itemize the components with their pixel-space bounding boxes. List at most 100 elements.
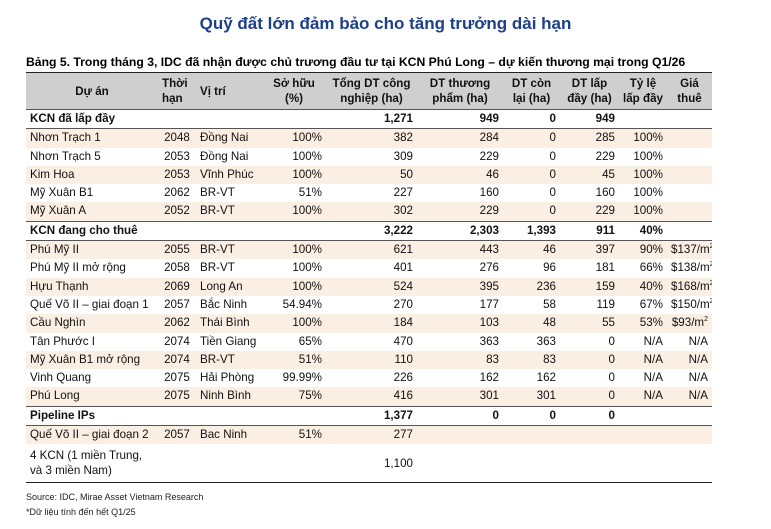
cell-location: Đồng Nai xyxy=(196,128,262,148)
cell-filled: 160 xyxy=(595,186,615,200)
cell-total: 470 xyxy=(393,334,413,348)
cell-own xyxy=(262,444,326,484)
cell-price: N/A xyxy=(667,387,712,407)
table-row: Mỹ Xuân A 2052 BR-VT 100% 302 229 0 229 100% xyxy=(26,202,712,222)
cell-total: 1,100 xyxy=(326,444,417,484)
cell-price: $137/m2 xyxy=(667,240,712,260)
cell-filled: 0 xyxy=(560,387,619,407)
cell-filled: 229 xyxy=(560,202,619,222)
cell-name: Quế Võ II – giai đoạn 1 xyxy=(30,297,149,311)
cell-term: 2057 xyxy=(158,425,196,445)
cell-rate: N/A xyxy=(619,387,667,407)
cell-own: 100% xyxy=(262,240,326,260)
table-row: Cầu Nghìn 2062 Thái Bình 100% 184 103 48 55 53% $… xyxy=(26,314,712,333)
cell-commercial: 284 xyxy=(417,128,503,148)
group-cell xyxy=(158,108,196,130)
cell-term: 2053 xyxy=(164,149,190,163)
unit-superscript: 2 xyxy=(709,261,712,269)
cell-name: Vinh Quang xyxy=(30,371,92,385)
cell-rate xyxy=(619,444,667,484)
group-cell xyxy=(158,220,196,242)
cell-term: 2057 xyxy=(164,297,190,311)
cell-commercial: 177 xyxy=(479,297,499,311)
cell-own: 75% xyxy=(262,387,326,407)
cell-own: 65% xyxy=(298,334,322,348)
group-remaining: 0 xyxy=(503,405,560,427)
footnote: *Dữ liệu tính đến hết Q1/25 xyxy=(26,507,136,517)
cell-location: Đồng Nai xyxy=(200,149,249,163)
table-header-row: Dự án Thời hạn Vị trí Sở hữu (%) Tổng DT côn… xyxy=(26,73,712,110)
cell-filled xyxy=(560,425,619,445)
cell-name: Phú Mỹ II xyxy=(26,240,158,260)
cell-own: 100% xyxy=(262,165,326,185)
cell-term: 2075 xyxy=(164,371,190,385)
cell-remaining: 48 xyxy=(503,314,560,333)
group-cell xyxy=(667,220,712,242)
cell-term: 2074 xyxy=(164,334,190,348)
cell-rate xyxy=(619,425,667,445)
cell-own: 51% xyxy=(262,425,326,445)
group-title: KCN đã lấp đầy xyxy=(26,108,158,130)
cell-commercial xyxy=(417,444,503,484)
table-body: KCN đã lấp đầy 1,271 949 0 949 Nhơn Trạch 1 20… xyxy=(26,108,712,484)
cell-total: 621 xyxy=(326,240,417,260)
cell-name: Mỹ Xuân A xyxy=(26,202,158,222)
cell-name: Kim Hoa xyxy=(26,165,158,185)
cell-filled: 229 xyxy=(595,149,615,163)
cell-commercial: 160 xyxy=(479,186,499,200)
cell-rate: N/A xyxy=(619,350,667,370)
table-row: Hựu Thạnh 2069 Long An 100% 524 395 236 159 40% $… xyxy=(26,277,712,296)
cell-total: 226 xyxy=(393,371,413,385)
source-note: Source: IDC, Mirae Asset Vietnam Researc… xyxy=(26,492,204,502)
cell-total: 382 xyxy=(326,128,417,148)
cell-total: 277 xyxy=(326,425,417,445)
cell-filled: 45 xyxy=(560,165,619,185)
group-rate xyxy=(619,405,667,427)
group-total: 1,377 xyxy=(326,405,417,427)
cell-own: 100% xyxy=(262,314,326,333)
column-header: DT thương phẩm (ha) xyxy=(417,73,503,110)
table-row: Nhơn Trạch 1 2048 Đồng Nai 100% 382 284 0 285 10… xyxy=(26,128,712,148)
cell-filled: 0 xyxy=(608,334,615,348)
group-cell xyxy=(667,405,712,427)
cell-term: 2055 xyxy=(158,240,196,260)
cell-filled xyxy=(560,444,619,484)
cell-remaining: 0 xyxy=(503,165,560,185)
cell-name: Cầu Nghìn xyxy=(26,314,158,333)
cell-rate: 90% xyxy=(619,240,667,260)
cell-commercial: 363 xyxy=(479,334,499,348)
cell-own: 100% xyxy=(292,149,322,163)
cell-name: 4 KCN (1 miền Trung, và 3 miền Nam) xyxy=(26,444,158,484)
cell-price xyxy=(667,184,712,202)
cell-name: Nhơn Trạch 5 xyxy=(30,149,101,163)
cell-own: 51% xyxy=(298,186,322,200)
cell-rate: 40% xyxy=(619,277,667,296)
cell-total: 401 xyxy=(393,261,413,275)
cell-location: Thái Bình xyxy=(196,314,262,333)
cell-location: Long An xyxy=(196,277,262,296)
cell-remaining: 301 xyxy=(503,387,560,407)
cell-total: 110 xyxy=(326,350,417,370)
group-remaining: 1,393 xyxy=(503,220,560,242)
group-cell xyxy=(158,405,196,427)
group-commercial: 949 xyxy=(417,108,503,130)
cell-total: 227 xyxy=(393,186,413,200)
cell-name: Phú Mỹ II mở rộng xyxy=(30,261,126,275)
group-cell xyxy=(667,108,712,130)
cell-filled: 181 xyxy=(595,261,615,275)
cell-commercial: 83 xyxy=(417,350,503,370)
cell-rate: 66% xyxy=(639,261,663,275)
cell-own: 99.99% xyxy=(282,371,322,385)
cell-own: 100% xyxy=(292,261,322,275)
cell-location: Ninh Bình xyxy=(196,387,262,407)
cell-own: 54.94% xyxy=(282,297,322,311)
cell-own: 100% xyxy=(262,277,326,296)
cell-price: $93/m2 xyxy=(667,314,712,333)
cell-price xyxy=(667,444,712,484)
cell-rate: 100% xyxy=(633,149,663,163)
cell-name: Hựu Thạnh xyxy=(26,277,158,296)
cell-remaining: 0 xyxy=(503,128,560,148)
cell-filled: 119 xyxy=(596,297,615,311)
cell-total: 309 xyxy=(393,149,413,163)
group-filled: 911 xyxy=(560,220,619,242)
